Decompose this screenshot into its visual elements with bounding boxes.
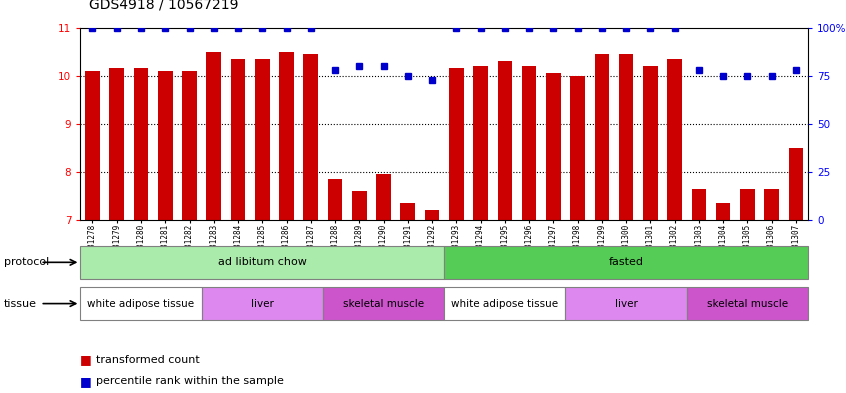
Bar [444, 287, 565, 320]
Bar [667, 59, 682, 220]
Bar [279, 51, 294, 220]
Bar [80, 246, 444, 279]
Bar [231, 59, 245, 220]
Bar [716, 203, 730, 220]
Bar [497, 61, 512, 220]
Text: fasted: fasted [608, 257, 644, 267]
Bar [764, 189, 779, 220]
Bar [182, 71, 197, 220]
Bar [691, 189, 706, 220]
Text: ad libitum chow: ad libitum chow [217, 257, 307, 267]
Bar [546, 73, 561, 220]
Bar [565, 287, 687, 320]
Bar [444, 246, 808, 279]
Text: white adipose tissue: white adipose tissue [451, 299, 558, 309]
Bar [201, 287, 323, 320]
Text: skeletal muscle: skeletal muscle [343, 299, 424, 309]
Text: ■: ■ [80, 375, 92, 388]
Bar [158, 71, 173, 220]
Bar [85, 71, 100, 220]
Text: tissue: tissue [4, 299, 37, 309]
Bar [304, 54, 318, 220]
Bar [352, 191, 366, 220]
Bar [788, 148, 803, 220]
Text: transformed count: transformed count [96, 354, 200, 365]
Bar [206, 51, 221, 220]
Bar [323, 287, 444, 320]
Text: white adipose tissue: white adipose tissue [87, 299, 195, 309]
Text: GDS4918 / 10567219: GDS4918 / 10567219 [89, 0, 239, 12]
Text: protocol: protocol [4, 257, 49, 267]
Bar [425, 211, 439, 220]
Bar [109, 68, 124, 220]
Text: percentile rank within the sample: percentile rank within the sample [96, 376, 283, 386]
Bar [473, 66, 488, 220]
Text: ■: ■ [80, 353, 92, 366]
Text: skeletal muscle: skeletal muscle [706, 299, 788, 309]
Text: liver: liver [614, 299, 638, 309]
Bar [376, 174, 391, 220]
Bar [522, 66, 536, 220]
Bar [740, 189, 755, 220]
Bar [618, 54, 634, 220]
Text: liver: liver [250, 299, 274, 309]
Bar [570, 75, 585, 220]
Bar [80, 287, 201, 320]
Bar [400, 203, 415, 220]
Bar [595, 54, 609, 220]
Bar [134, 68, 148, 220]
Bar [449, 68, 464, 220]
Bar [687, 287, 808, 320]
Bar [643, 66, 657, 220]
Bar [255, 59, 270, 220]
Bar [327, 179, 343, 220]
